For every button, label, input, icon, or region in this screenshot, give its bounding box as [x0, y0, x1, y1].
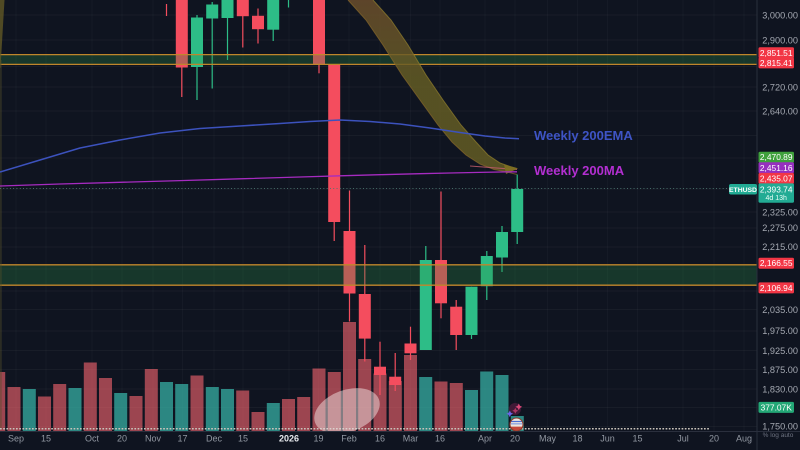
svg-text:Apr: Apr	[478, 434, 492, 444]
svg-text:Aug: Aug	[736, 434, 752, 444]
svg-text:20: 20	[510, 434, 520, 444]
svg-text:2,215.00: 2,215.00	[762, 242, 798, 252]
svg-text:1,875.00: 1,875.00	[762, 365, 798, 375]
svg-text:Jun: Jun	[600, 434, 615, 444]
svg-text:May: May	[539, 434, 557, 444]
svg-text:20: 20	[709, 434, 719, 444]
svg-text:15: 15	[41, 434, 51, 444]
svg-text:15: 15	[632, 434, 642, 444]
svg-text:1,975.00: 1,975.00	[762, 326, 798, 336]
svg-text:17: 17	[177, 434, 187, 444]
svg-text:18: 18	[572, 434, 582, 444]
svg-text:2,640.00: 2,640.00	[762, 106, 798, 116]
svg-text:Mar: Mar	[403, 434, 419, 444]
svg-text:20: 20	[117, 434, 127, 444]
svg-text:4d 13h: 4d 13h	[765, 195, 787, 202]
svg-text:3,000.00: 3,000.00	[762, 10, 798, 20]
svg-text:1,925.00: 1,925.00	[762, 346, 798, 356]
svg-text:19: 19	[313, 434, 323, 444]
svg-text:2,815.41: 2,815.41	[760, 58, 793, 68]
svg-text:Feb: Feb	[341, 434, 357, 444]
svg-text:2,393.74: 2,393.74	[760, 185, 793, 195]
svg-text:2026: 2026	[279, 434, 299, 444]
svg-text:Jul: Jul	[677, 434, 689, 444]
svg-text:377.07K: 377.07K	[761, 402, 793, 412]
svg-text:Nov: Nov	[145, 434, 162, 444]
svg-text:2,166.55: 2,166.55	[760, 258, 793, 268]
svg-text:2,851.51: 2,851.51	[760, 48, 793, 58]
svg-text:2,470.89: 2,470.89	[760, 152, 793, 162]
svg-text:% log auto: % log auto	[763, 432, 794, 439]
svg-text:2,720.00: 2,720.00	[762, 82, 798, 92]
svg-text:Weekly 200EMA: Weekly 200EMA	[534, 128, 633, 143]
svg-text:16: 16	[375, 434, 385, 444]
svg-text:1,830.00: 1,830.00	[762, 384, 798, 394]
svg-text:1,750.00: 1,750.00	[762, 422, 798, 432]
svg-text:2,106.94: 2,106.94	[760, 283, 793, 293]
svg-text:2,900.00: 2,900.00	[762, 36, 798, 46]
svg-text:2,035.00: 2,035.00	[762, 305, 798, 315]
svg-text:ETHUSD: ETHUSD	[729, 187, 757, 194]
svg-text:2,275.00: 2,275.00	[762, 223, 798, 233]
svg-text:2,325.00: 2,325.00	[762, 208, 798, 218]
svg-text:16: 16	[435, 434, 445, 444]
svg-text:Oct: Oct	[85, 434, 100, 444]
svg-text:2,451.16: 2,451.16	[760, 163, 793, 173]
svg-text:Sep: Sep	[8, 434, 24, 444]
svg-text:Weekly 200MA: Weekly 200MA	[534, 163, 625, 178]
svg-text:15: 15	[238, 434, 248, 444]
svg-text:2,435.07: 2,435.07	[760, 173, 793, 183]
svg-text:Dec: Dec	[206, 434, 223, 444]
